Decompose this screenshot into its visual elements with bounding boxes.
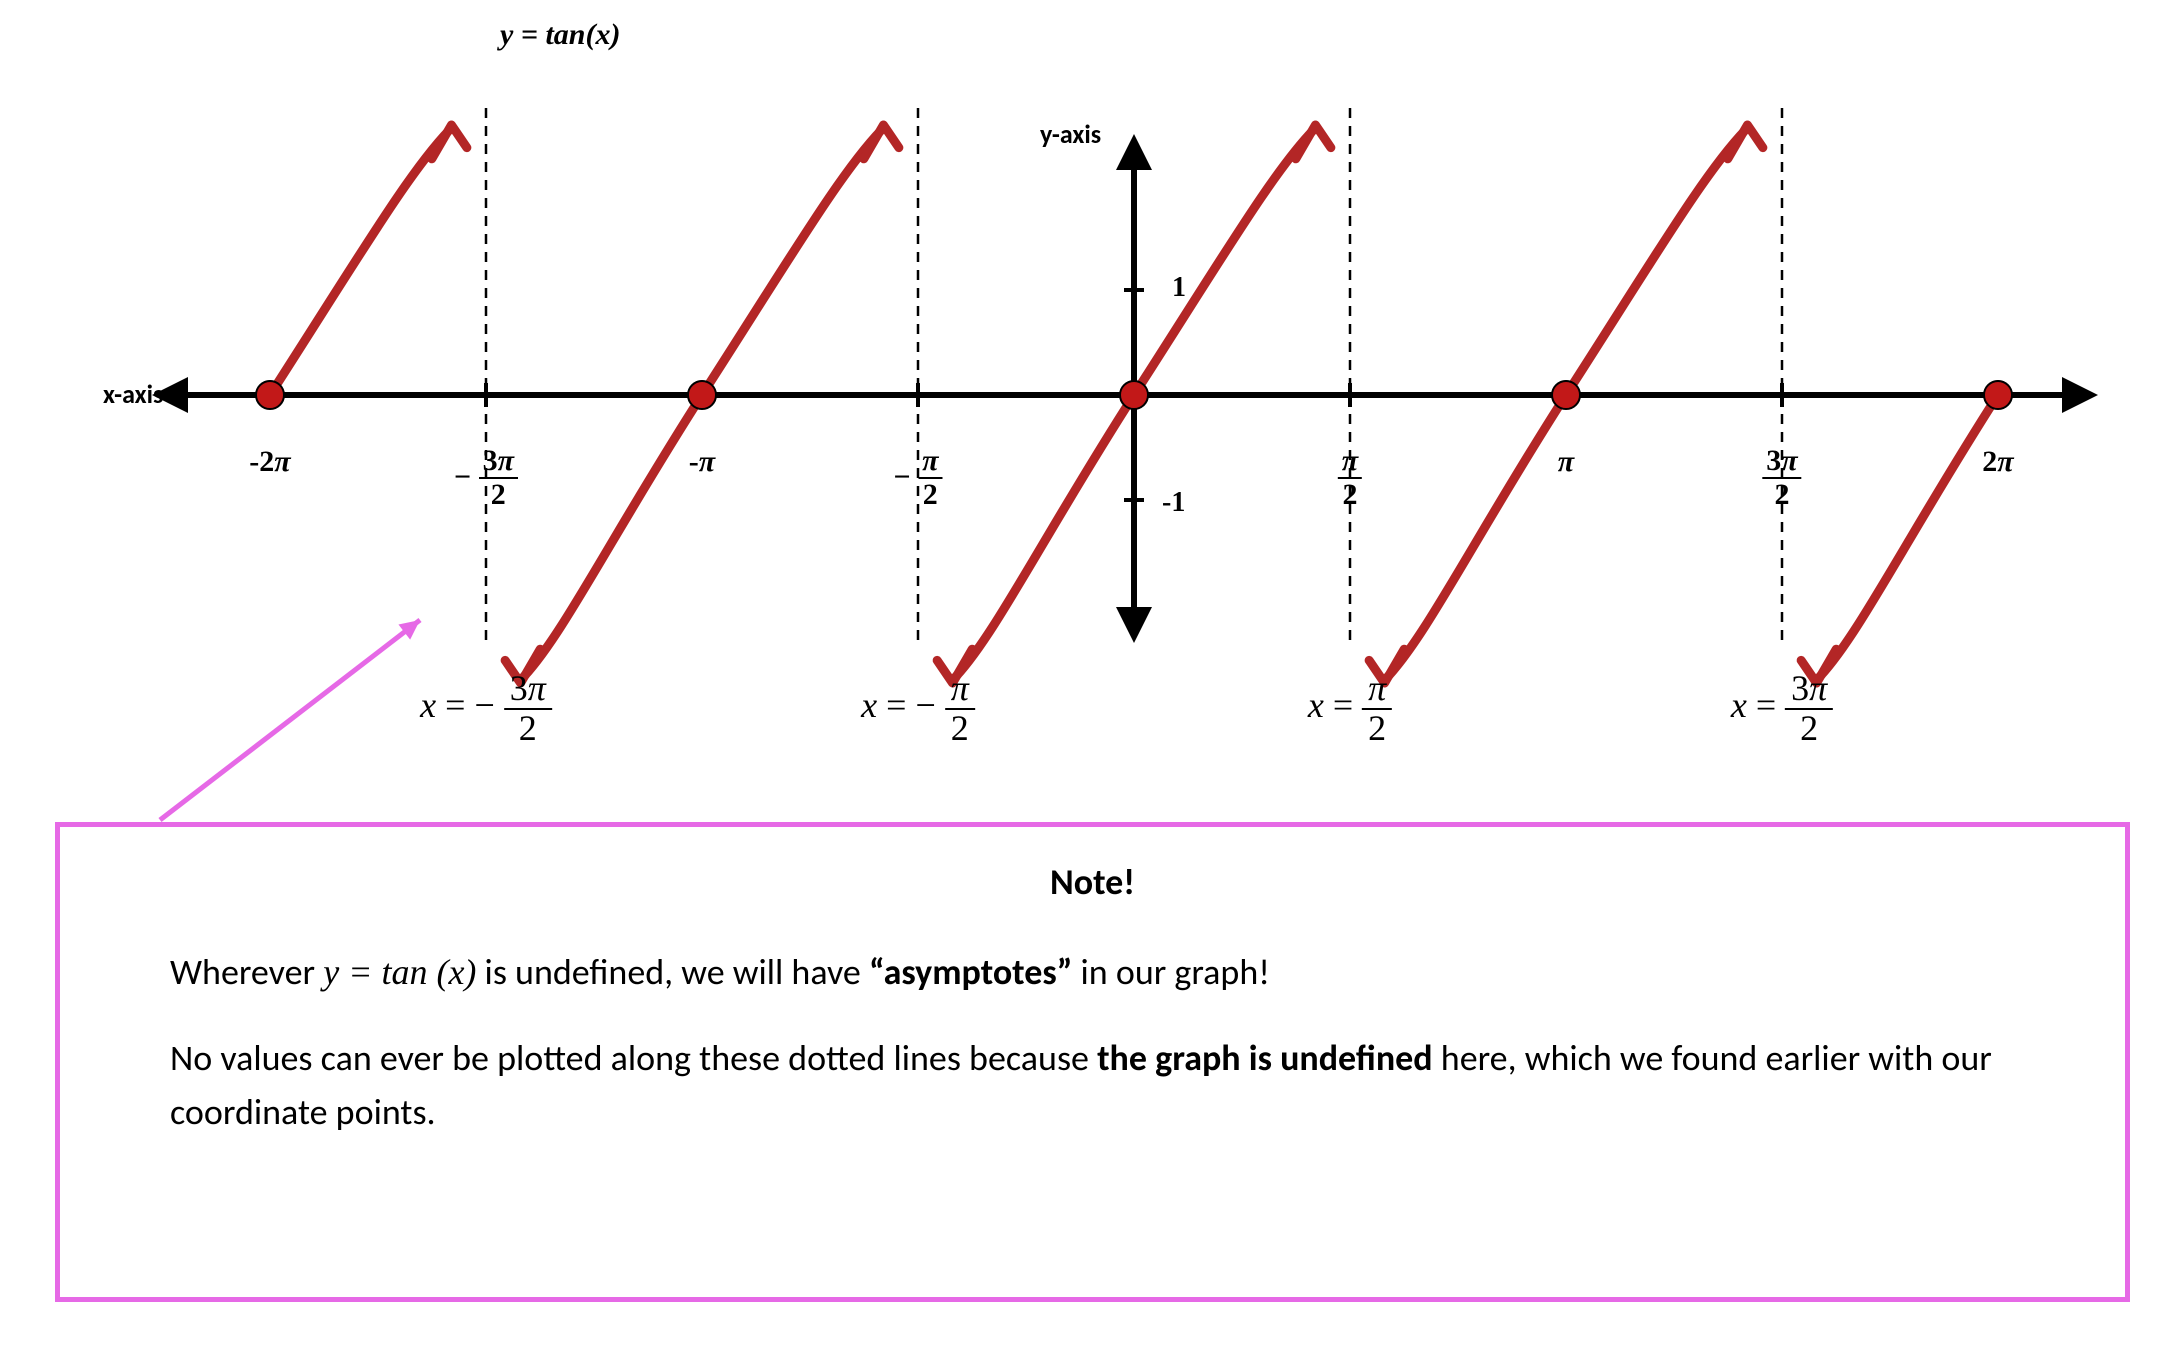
x-tick-label: -π xyxy=(689,445,715,479)
y-tick-label: 1 xyxy=(1172,272,1186,304)
x-tick-label: 2π xyxy=(1982,445,2013,479)
x-tick-label: − π2 xyxy=(894,445,943,510)
note-l2-bold: the graph is undefined xyxy=(1097,1036,1433,1080)
note-body: Wherever y = tan (x) is undefined, we wi… xyxy=(170,945,2015,1139)
note-title: Note! xyxy=(170,855,2015,909)
asymptote-equation: x = 3π2 xyxy=(1731,670,1833,748)
x-tick-label: π2 xyxy=(1338,445,1362,510)
y-tick-label: -1 xyxy=(1162,487,1185,519)
x-tick-label: 3π2 xyxy=(1762,445,1801,510)
x-tick-label: -2π xyxy=(249,445,290,479)
asymptote-equation: x = − 3π2 xyxy=(420,670,552,748)
note-l1-pre: Wherever xyxy=(170,950,323,994)
note-callout-box: Note! Wherever y = tan (x) is undefined,… xyxy=(55,822,2130,1302)
x-tick-label: − 3π2 xyxy=(454,445,518,510)
note-l2-pre: No values can ever be plotted along thes… xyxy=(170,1036,1097,1080)
asymptote-equation: x = − π2 xyxy=(861,670,975,748)
note-l1-math: y = tan (x) xyxy=(323,952,476,992)
x-tick-label: π xyxy=(1558,445,1574,479)
asymptote-equation: x = π2 xyxy=(1308,670,1392,748)
note-l1-end: in our graph! xyxy=(1072,950,1270,994)
note-l1-bold: “asymptotes” xyxy=(869,950,1072,994)
note-l1-post: is undefined, we will have xyxy=(476,950,869,994)
